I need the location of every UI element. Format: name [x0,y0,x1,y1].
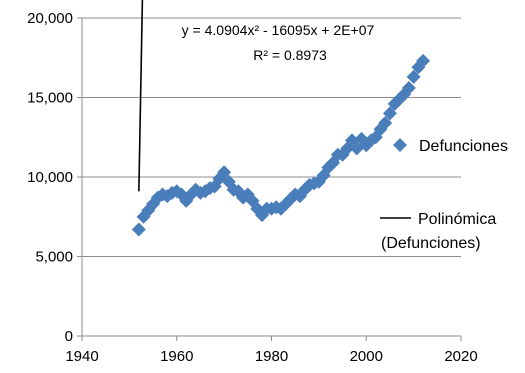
y-tick-labels: 0 5,000 10,000 15,000 20,000 [27,10,73,345]
data-point [217,165,232,180]
x-tick-label: 1960 [160,348,193,365]
gridlines [82,17,461,257]
x-tick-labels: 1940 1960 1980 2000 2020 [65,348,477,365]
legend: Defunciones Polinómica (Defunciones) [380,138,508,252]
y-tick-label: 15,000 [27,90,73,107]
data-point [382,106,397,121]
axes [77,17,462,341]
x-tick-label: 2020 [444,348,477,365]
data-point [378,115,393,130]
legend-label-defunciones: Defunciones [419,138,508,155]
x-tick-label: 1940 [65,348,98,365]
legend-diamond-marker [393,138,407,152]
x-tick-label: 1980 [255,348,288,365]
data-point [416,53,431,68]
y-tick-label: 10,000 [27,169,73,186]
y-tick-label: 20,000 [27,10,73,27]
legend-label-polinomica: Polinómica [418,211,496,228]
x-tick-label: 2000 [350,348,383,365]
data-point [131,222,146,237]
scatter-series-defunciones [131,53,431,237]
y-tick-label: 0 [65,328,73,345]
r-squared-label: R² = 0.8973 [253,47,327,63]
legend-label-polinomica-sub: (Defunciones) [381,235,481,252]
y-tick-label: 5,000 [35,249,73,266]
data-point [401,80,416,95]
trendline-equation: y = 4.0904x² - 16095x + 2E+07 [182,22,375,38]
data-point [406,69,421,84]
